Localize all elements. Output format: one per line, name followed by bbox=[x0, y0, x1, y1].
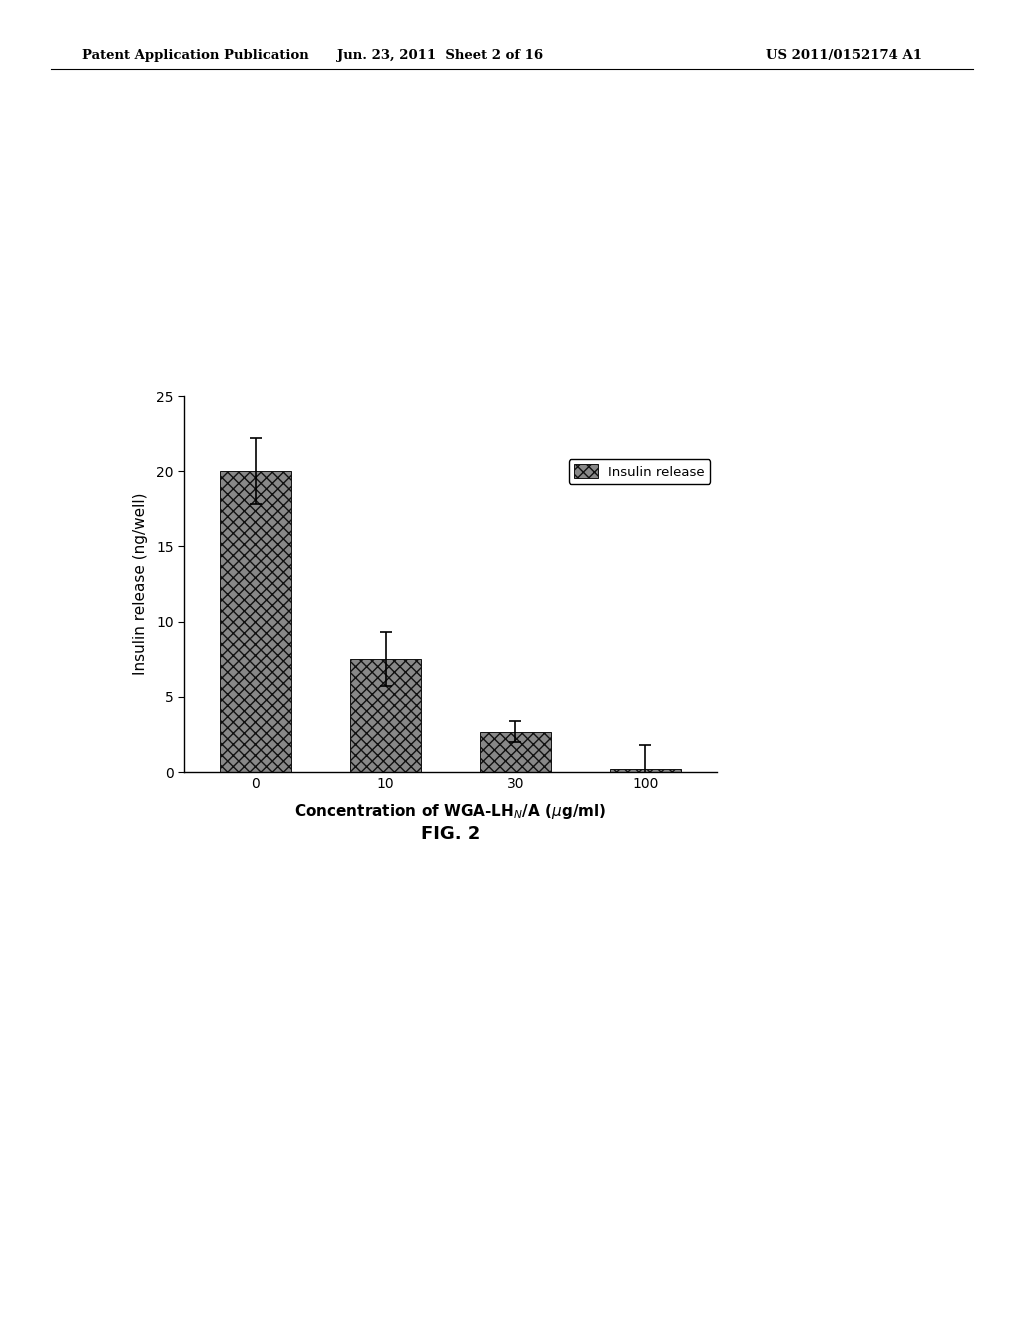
Bar bbox=[480, 731, 551, 772]
Y-axis label: Insulin release (ng/well): Insulin release (ng/well) bbox=[133, 492, 147, 676]
Text: US 2011/0152174 A1: US 2011/0152174 A1 bbox=[766, 49, 922, 62]
Text: Patent Application Publication: Patent Application Publication bbox=[82, 49, 308, 62]
Bar bbox=[609, 770, 681, 772]
Text: Jun. 23, 2011  Sheet 2 of 16: Jun. 23, 2011 Sheet 2 of 16 bbox=[337, 49, 544, 62]
X-axis label: Concentration of WGA-LH$_N$/A ($\mu$g/ml): Concentration of WGA-LH$_N$/A ($\mu$g/ml… bbox=[294, 803, 607, 821]
Bar bbox=[220, 471, 292, 772]
Bar bbox=[350, 660, 421, 772]
Text: FIG. 2: FIG. 2 bbox=[421, 825, 480, 843]
Legend: Insulin release: Insulin release bbox=[568, 459, 711, 484]
